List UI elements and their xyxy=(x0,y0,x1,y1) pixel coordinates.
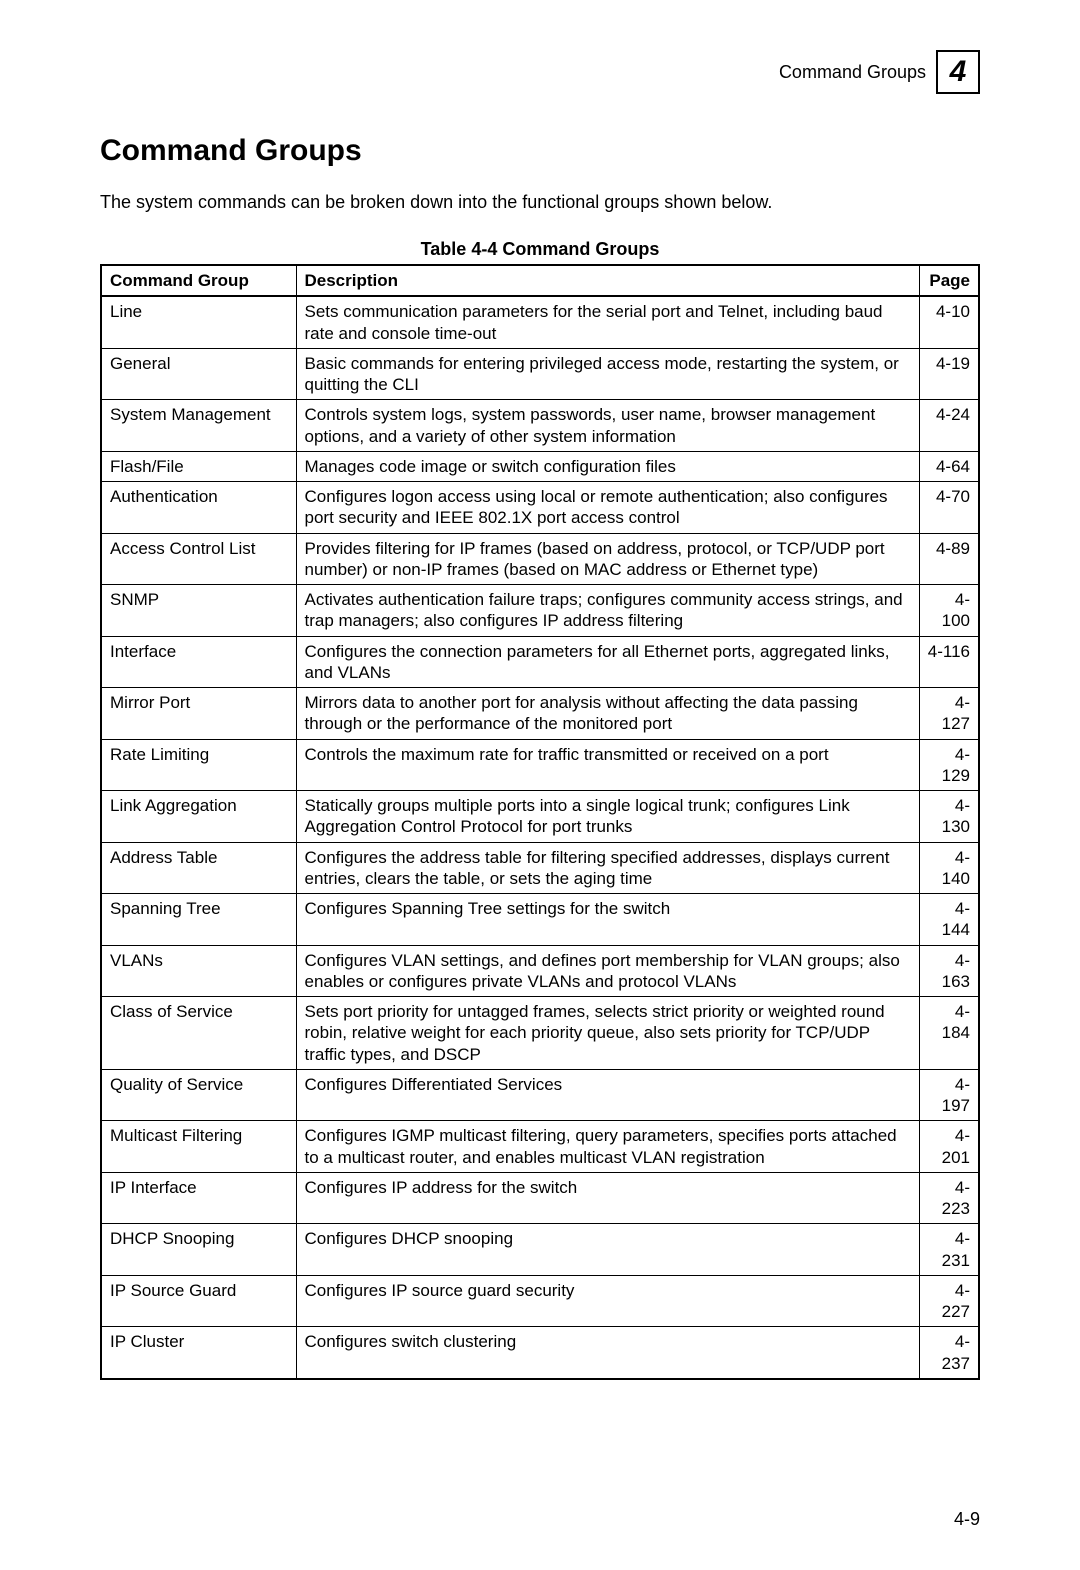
col-header-group: Command Group xyxy=(101,265,296,296)
cell-command-group: Line xyxy=(101,296,296,348)
cell-command-group: Access Control List xyxy=(101,533,296,585)
cell-description: Manages code image or switch configurati… xyxy=(296,451,919,481)
cell-page: 4-144 xyxy=(919,894,979,946)
cell-description: Statically groups multiple ports into a … xyxy=(296,791,919,843)
cell-command-group: IP Cluster xyxy=(101,1327,296,1379)
cell-page: 4-140 xyxy=(919,842,979,894)
cell-description: Controls system logs, system passwords, … xyxy=(296,400,919,452)
cell-description: Activates authentication failure traps; … xyxy=(296,585,919,637)
cell-page: 4-129 xyxy=(919,739,979,791)
cell-description: Sets communication parameters for the se… xyxy=(296,296,919,348)
table-row: Quality of ServiceConfigures Differentia… xyxy=(101,1069,979,1121)
table-row: IP Source GuardConfigures IP source guar… xyxy=(101,1275,979,1327)
table-row: Link AggregationStatically groups multip… xyxy=(101,791,979,843)
cell-description: Controls the maximum rate for traffic tr… xyxy=(296,739,919,791)
cell-page: 4-237 xyxy=(919,1327,979,1379)
cell-command-group: Mirror Port xyxy=(101,688,296,740)
cell-command-group: Multicast Filtering xyxy=(101,1121,296,1173)
cell-page: 4-184 xyxy=(919,997,979,1070)
cell-command-group: Flash/File xyxy=(101,451,296,481)
footer-page-number: 4-9 xyxy=(954,1509,980,1530)
cell-page: 4-130 xyxy=(919,791,979,843)
page-title: Command Groups xyxy=(100,134,980,168)
table-row: GeneralBasic commands for entering privi… xyxy=(101,348,979,400)
cell-command-group: DHCP Snooping xyxy=(101,1224,296,1276)
cell-description: Configures IP source guard security xyxy=(296,1275,919,1327)
cell-description: Configures the connection parameters for… xyxy=(296,636,919,688)
col-header-page: Page xyxy=(919,265,979,296)
cell-command-group: Interface xyxy=(101,636,296,688)
table-row: Mirror PortMirrors data to another port … xyxy=(101,688,979,740)
table-row: Address TableConfigures the address tabl… xyxy=(101,842,979,894)
cell-page: 4-24 xyxy=(919,400,979,452)
cell-page: 4-19 xyxy=(919,348,979,400)
cell-command-group: Address Table xyxy=(101,842,296,894)
cell-command-group: General xyxy=(101,348,296,400)
page: Command Groups 4 Command Groups The syst… xyxy=(0,0,1080,1570)
table-row: Rate LimitingControls the maximum rate f… xyxy=(101,739,979,791)
cell-command-group: Quality of Service xyxy=(101,1069,296,1121)
cell-page: 4-163 xyxy=(919,945,979,997)
cell-page: 4-64 xyxy=(919,451,979,481)
page-header: Command Groups 4 xyxy=(100,50,980,94)
cell-page: 4-231 xyxy=(919,1224,979,1276)
table-caption: Table 4-4 Command Groups xyxy=(100,239,980,260)
cell-page: 4-70 xyxy=(919,482,979,534)
table-row: System ManagementControls system logs, s… xyxy=(101,400,979,452)
table-row: Multicast FilteringConfigures IGMP multi… xyxy=(101,1121,979,1173)
cell-page: 4-89 xyxy=(919,533,979,585)
table-header-row: Command Group Description Page xyxy=(101,265,979,296)
table-row: InterfaceConfigures the connection param… xyxy=(101,636,979,688)
cell-page: 4-10 xyxy=(919,296,979,348)
cell-page: 4-227 xyxy=(919,1275,979,1327)
table-row: VLANsConfigures VLAN settings, and defin… xyxy=(101,945,979,997)
table-row: Class of ServiceSets port priority for u… xyxy=(101,997,979,1070)
cell-description: Configures Spanning Tree settings for th… xyxy=(296,894,919,946)
cell-description: Basic commands for entering privileged a… xyxy=(296,348,919,400)
cell-command-group: SNMP xyxy=(101,585,296,637)
cell-command-group: Spanning Tree xyxy=(101,894,296,946)
cell-page: 4-127 xyxy=(919,688,979,740)
cell-command-group: Rate Limiting xyxy=(101,739,296,791)
cell-page: 4-223 xyxy=(919,1172,979,1224)
cell-description: Mirrors data to another port for analysi… xyxy=(296,688,919,740)
col-header-description: Description xyxy=(296,265,919,296)
table-row: Access Control ListProvides filtering fo… xyxy=(101,533,979,585)
table-row: LineSets communication parameters for th… xyxy=(101,296,979,348)
cell-command-group: IP Source Guard xyxy=(101,1275,296,1327)
cell-description: Configures logon access using local or r… xyxy=(296,482,919,534)
table-row: DHCP SnoopingConfigures DHCP snooping4-2… xyxy=(101,1224,979,1276)
chapter-badge: 4 xyxy=(936,50,980,94)
table-row: AuthenticationConfigures logon access us… xyxy=(101,482,979,534)
cell-command-group: Class of Service xyxy=(101,997,296,1070)
table-row: Spanning TreeConfigures Spanning Tree se… xyxy=(101,894,979,946)
cell-page: 4-197 xyxy=(919,1069,979,1121)
intro-text: The system commands can be broken down i… xyxy=(100,192,980,213)
cell-command-group: System Management xyxy=(101,400,296,452)
cell-description: Configures the address table for filteri… xyxy=(296,842,919,894)
cell-page: 4-100 xyxy=(919,585,979,637)
cell-description: Configures IP address for the switch xyxy=(296,1172,919,1224)
cell-description: Provides filtering for IP frames (based … xyxy=(296,533,919,585)
table-row: IP ClusterConfigures switch clustering4-… xyxy=(101,1327,979,1379)
cell-command-group: Link Aggregation xyxy=(101,791,296,843)
table-row: IP InterfaceConfigures IP address for th… xyxy=(101,1172,979,1224)
cell-description: Configures DHCP snooping xyxy=(296,1224,919,1276)
cell-command-group: Authentication xyxy=(101,482,296,534)
table-row: SNMPActivates authentication failure tra… xyxy=(101,585,979,637)
cell-description: Configures IGMP multicast filtering, que… xyxy=(296,1121,919,1173)
cell-page: 4-201 xyxy=(919,1121,979,1173)
cell-description: Configures VLAN settings, and defines po… xyxy=(296,945,919,997)
command-groups-table: Command Group Description Page LineSets … xyxy=(100,264,980,1380)
cell-description: Sets port priority for untagged frames, … xyxy=(296,997,919,1070)
cell-command-group: VLANs xyxy=(101,945,296,997)
header-section-label: Command Groups xyxy=(779,62,926,83)
cell-command-group: IP Interface xyxy=(101,1172,296,1224)
cell-description: Configures Differentiated Services xyxy=(296,1069,919,1121)
cell-description: Configures switch clustering xyxy=(296,1327,919,1379)
cell-page: 4-116 xyxy=(919,636,979,688)
table-row: Flash/FileManages code image or switch c… xyxy=(101,451,979,481)
